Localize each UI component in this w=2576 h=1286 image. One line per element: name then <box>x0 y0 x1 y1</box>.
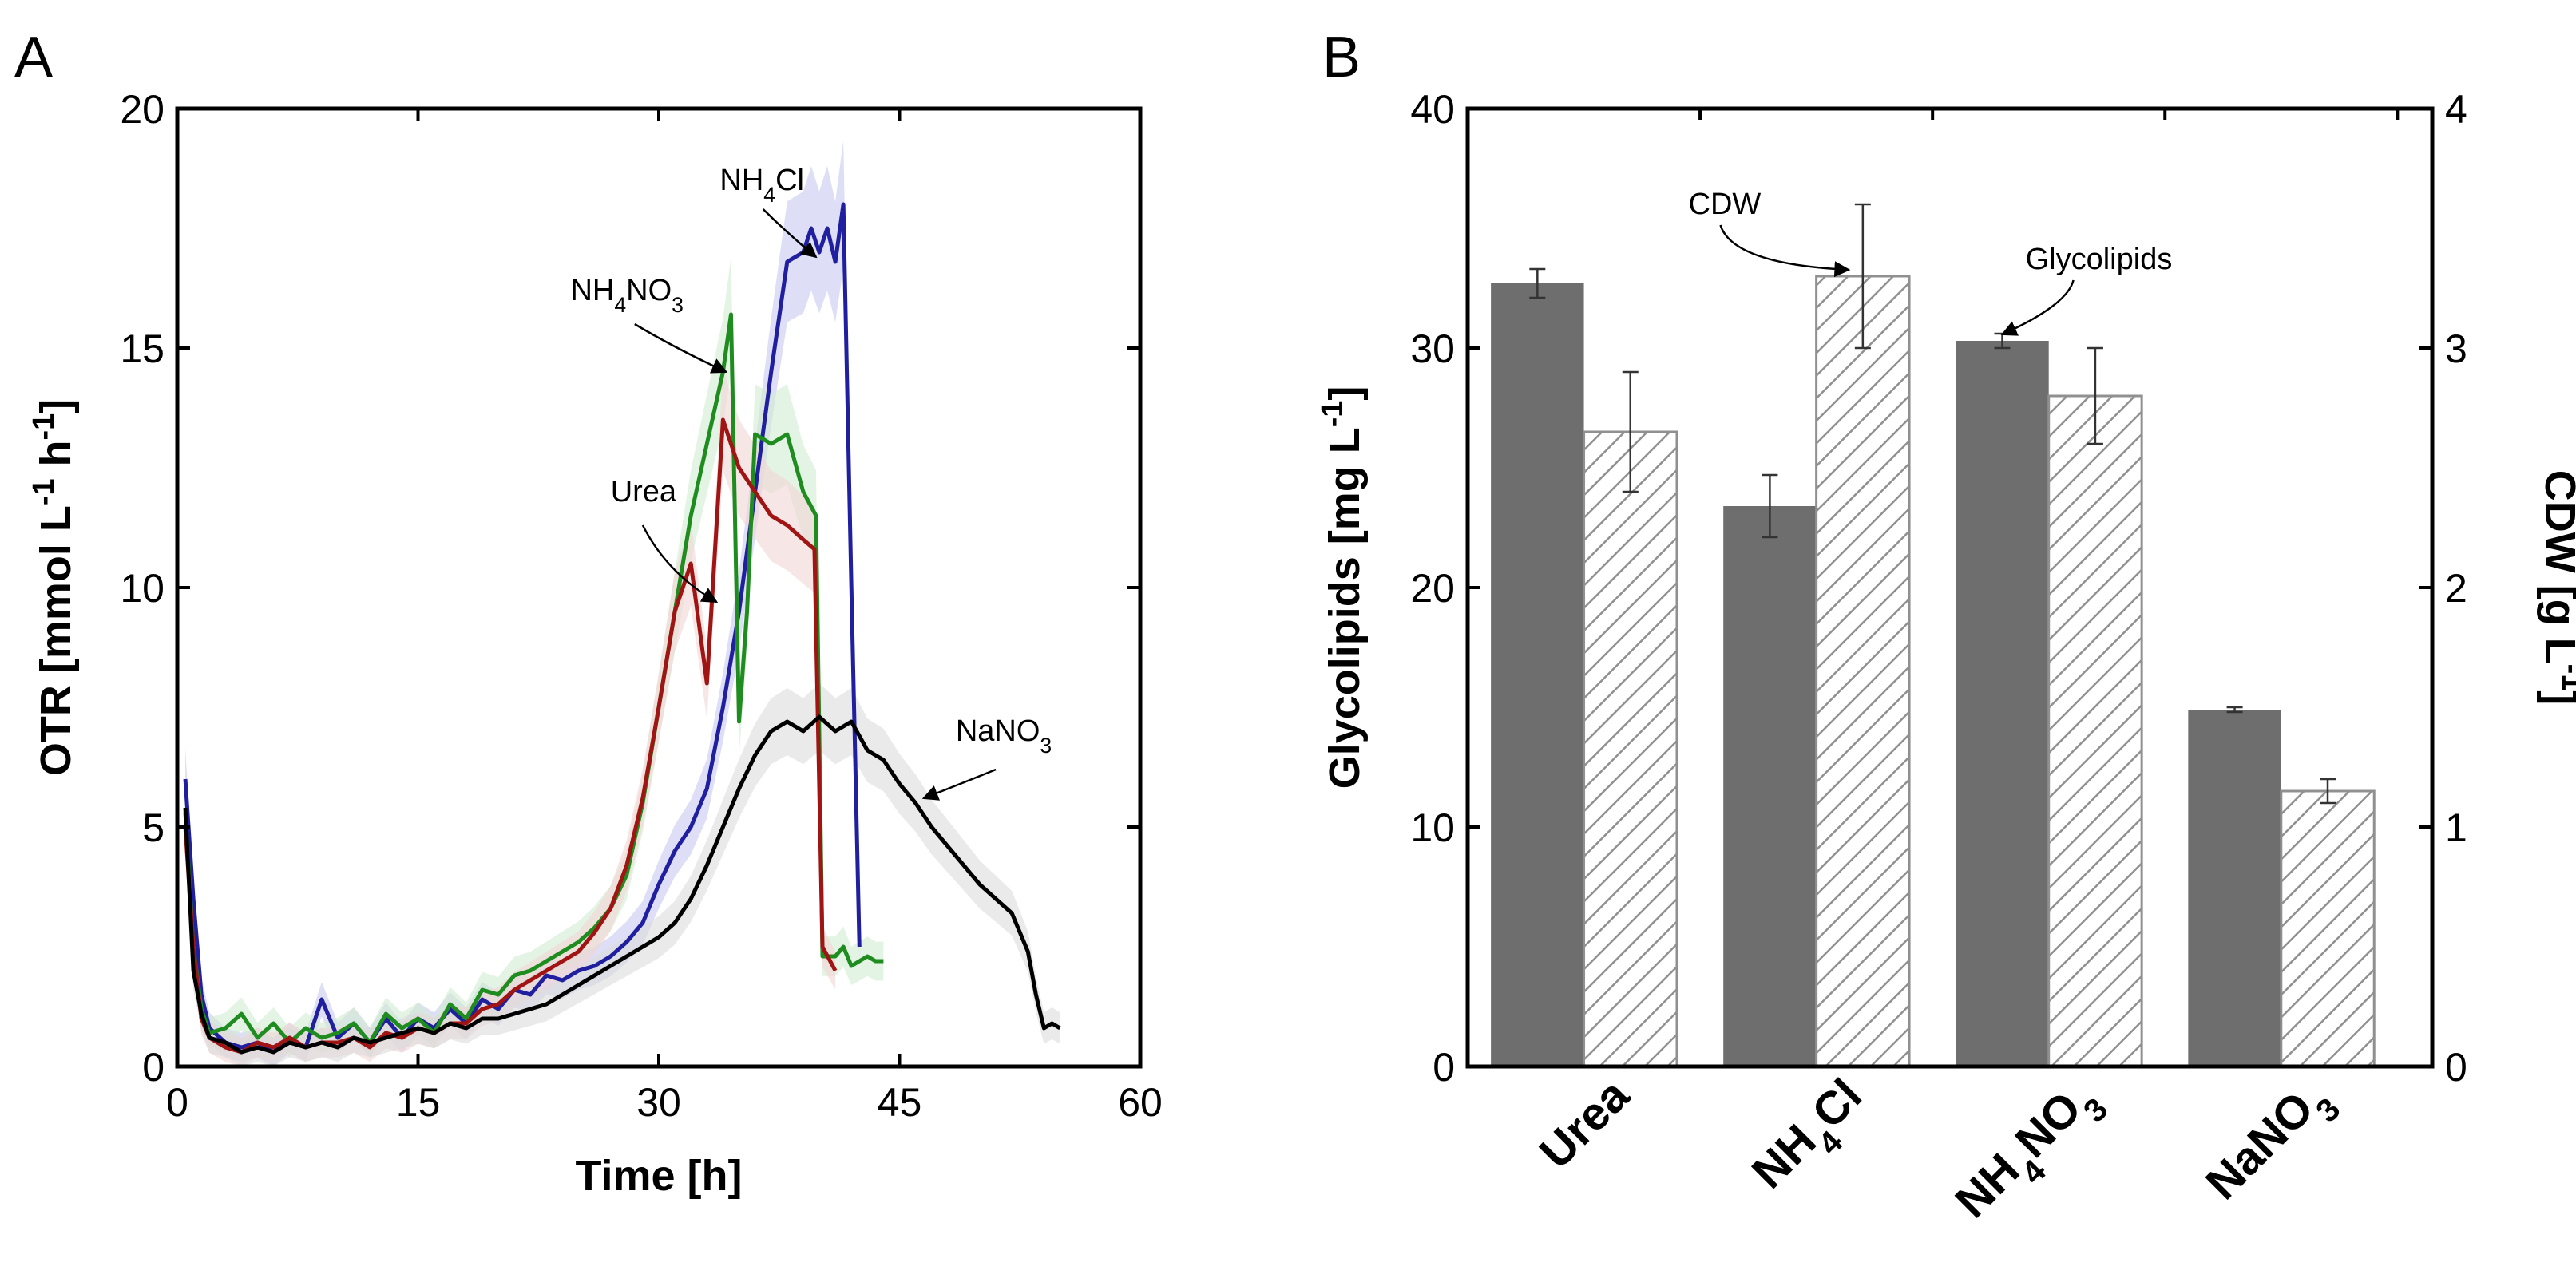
y-tick-label-left-b: 10 <box>1410 805 1455 850</box>
y-tick-label-right-b: 3 <box>2445 326 2467 371</box>
annotation-glyco: Glycolipids <box>2026 243 2173 276</box>
x-tick-label-a: 60 <box>1118 1080 1163 1125</box>
annotation-urea: Urea <box>611 475 677 508</box>
line-nh4cl <box>183 202 862 1055</box>
y-tick-label-right-b: 2 <box>2445 566 2467 611</box>
x-tick-label-a: 15 <box>396 1080 441 1125</box>
bar-cdw <box>2047 394 2143 1068</box>
line-nh4no3 <box>183 312 884 1045</box>
y-tick-label-a: 20 <box>120 87 164 132</box>
y-tick-label-a: 5 <box>142 805 164 850</box>
band-nh4no3 <box>185 257 884 1058</box>
category-label-nano3: NaNO3 <box>2196 1069 2347 1220</box>
y-axis-left-title-b: Glycolipids [mg L-1] <box>1316 386 1369 789</box>
category-label-nh4cl: NH4Cl <box>1742 1069 1883 1209</box>
line-nano3 <box>183 714 1061 1055</box>
series-annotations-a: NH4Cl NH4NO3 Urea NaNO3 <box>570 164 1052 801</box>
y-tick-label-a: 15 <box>120 326 164 371</box>
panel-label-a: A <box>14 26 53 89</box>
y-axis-title-a: OTR [mmol L-1 h-1] <box>27 399 80 776</box>
error-bars <box>1529 203 2336 805</box>
annotation-arrow-urea <box>641 524 719 603</box>
annotation-arrow-glyco <box>2000 279 2075 336</box>
bar-cdw <box>1815 275 1911 1068</box>
bar-annotations-b: CDW Glycolipids <box>1689 188 2173 336</box>
annotation-arrow-nh4no3 <box>634 322 728 374</box>
category-label-urea: Urea <box>1530 1069 1640 1179</box>
panel-b: B 0 10 20 30 40 0 1 2 3 4 Urea NH4Cl NH4NO3 NaNO3 Gl… <box>1316 26 2576 1238</box>
panel-a: A 0 15 30 45 60 0 5 10 15 20 Time [h] OTR [mmol L… <box>14 26 1163 1200</box>
annotation-arrow-nano3 <box>921 768 997 801</box>
bar-glycolipids <box>1723 506 1817 1066</box>
annotation-cdw: CDW <box>1689 188 1762 221</box>
otr-uncertainty-bands <box>185 140 1060 1066</box>
y-axis-right-title-b: CDW [g L-1] <box>2536 470 2576 706</box>
annotation-arrow-nh4cl <box>762 208 818 259</box>
y-tick-label-left-b: 0 <box>1433 1045 1455 1090</box>
otr-series-lines <box>183 202 1061 1055</box>
bar-cdw <box>2280 789 2376 1068</box>
annotation-nano3: NaNO3 <box>956 714 1052 758</box>
y-tick-label-left-b: 30 <box>1410 326 1455 371</box>
bar-glycolipids <box>1491 283 1584 1066</box>
tick-labels-b: 0 10 20 30 40 0 1 2 3 4 <box>1410 87 2467 1090</box>
y-tick-label-right-b: 1 <box>2445 805 2467 850</box>
category-labels-b: Urea NH4Cl NH4NO3 NaNO3 <box>1530 1069 2348 1238</box>
annotation-nh4no3: NH4NO3 <box>570 274 683 317</box>
band-nh4cl <box>185 140 860 1066</box>
y-tick-label-left-b: 20 <box>1410 566 1455 611</box>
y-tick-label-a: 0 <box>142 1045 164 1090</box>
annotation-arrow-cdw <box>1719 224 1851 278</box>
x-tick-label-a: 30 <box>636 1080 681 1125</box>
x-axis-title-a: Time [h] <box>575 1152 742 1200</box>
y-tick-label-right-b: 4 <box>2445 87 2467 132</box>
annotation-nh4cl: NH4Cl <box>719 164 804 207</box>
line-urea <box>183 417 838 1055</box>
axis-ticks-a <box>176 107 1142 1068</box>
y-tick-label-a: 10 <box>120 566 164 611</box>
bar-glycolipids <box>2188 710 2281 1066</box>
panel-label-b: B <box>1322 26 1361 89</box>
tick-labels-a: 0 15 30 45 60 0 5 10 15 20 <box>120 87 1162 1125</box>
category-label-nh4no3: NH4NO3 <box>1945 1069 2114 1238</box>
bar-cdw <box>1583 430 1678 1068</box>
bar-group <box>1491 275 2376 1068</box>
axis-ticks-b <box>1468 107 2432 1068</box>
bar-glycolipids <box>1956 341 2049 1066</box>
x-tick-label-a: 0 <box>166 1080 188 1125</box>
y-tick-label-left-b: 40 <box>1410 87 1455 132</box>
x-tick-label-a: 45 <box>878 1080 922 1125</box>
y-tick-label-right-b: 0 <box>2445 1045 2467 1090</box>
